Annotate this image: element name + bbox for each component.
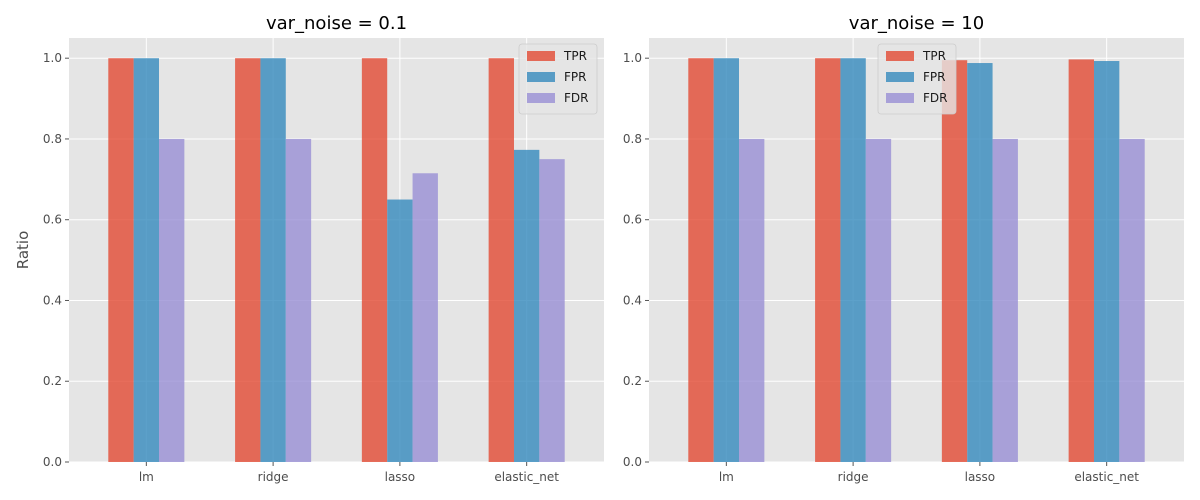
chart-title: var_noise = 10 — [849, 13, 984, 34]
chart-panel-var-noise-0-1: 0.0 0.2 0.4 0.6 0.8 1.0 lm ridge lasso elastic_ne… — [14, 13, 604, 484]
bar-fpr-lm — [133, 58, 160, 462]
legend-swatch-fdr — [886, 93, 914, 103]
y-tick-label: 0.8 — [623, 132, 642, 146]
legend: TPR FPR FDR — [877, 43, 957, 115]
chart-panel-var-noise-10: 0.0 0.2 0.4 0.6 0.8 1.0 lm ridge lasso elastic_ne… — [623, 13, 1184, 484]
legend-label-tpr: TPR — [563, 49, 587, 63]
y-tick-label: 0.6 — [623, 213, 642, 227]
bar-fdr-lm — [739, 138, 765, 462]
y-tick-label: 1.0 — [623, 51, 642, 65]
bar-fdr-lm — [159, 138, 185, 462]
y-tick-label: 0.2 — [43, 374, 62, 388]
x-tick-label-lm: lm — [719, 470, 734, 484]
y-tick-label: 0.0 — [623, 455, 642, 469]
y-tick-label: 0.2 — [623, 374, 642, 388]
bar-fdr-ridge — [865, 138, 892, 462]
legend-swatch-fpr — [886, 72, 914, 82]
bar-tpr-elastic-net — [488, 58, 514, 462]
bar-tpr-elastic-net — [1068, 59, 1094, 462]
bar-fdr-lasso — [992, 138, 1018, 462]
y-tick-label: 0.8 — [43, 132, 62, 146]
bar-tpr-lm — [688, 58, 714, 462]
bar-fpr-ridge — [840, 58, 866, 462]
bar-fpr-lasso — [967, 63, 993, 462]
chart-title: var_noise = 0.1 — [266, 13, 407, 34]
y-tick-label: 0.0 — [43, 455, 62, 469]
bar-tpr-lm — [108, 58, 134, 462]
bar-fpr-ridge — [260, 58, 286, 462]
x-tick-label-elastic-net: elastic_net — [494, 470, 559, 484]
x-tick-label-lasso: lasso — [965, 470, 996, 484]
y-tick-label: 0.6 — [43, 213, 62, 227]
bar-tpr-lasso — [941, 60, 968, 462]
bar-fdr-elastic-net — [539, 159, 565, 462]
legend-swatch-tpr — [527, 51, 555, 61]
legend: TPR FPR FDR — [518, 43, 598, 115]
x-tick-label-elastic-net: elastic_net — [1074, 470, 1139, 484]
bar-fpr-elastic-net — [513, 149, 540, 463]
legend-swatch-fdr — [527, 93, 555, 103]
legend-swatch-tpr — [886, 51, 914, 61]
bar-tpr-lasso — [361, 58, 388, 462]
y-tick-label: 0.4 — [43, 293, 62, 307]
y-tick-label: 1.0 — [43, 51, 62, 65]
legend-label-tpr: TPR — [922, 49, 946, 63]
legend-label-fdr: FDR — [923, 91, 947, 105]
y-tick-label: 0.4 — [623, 293, 642, 307]
y-axis-label: Ratio — [14, 231, 32, 270]
x-tick-label-lm: lm — [139, 470, 154, 484]
bar-fdr-ridge — [285, 138, 312, 462]
legend-swatch-fpr — [527, 72, 555, 82]
bar-fdr-elastic-net — [1119, 138, 1145, 462]
legend-label-fdr: FDR — [564, 91, 588, 105]
bar-tpr-ridge — [815, 58, 841, 462]
x-tick-label-ridge: ridge — [258, 470, 289, 484]
legend-label-fpr: FPR — [923, 70, 945, 84]
x-tick-label-ridge: ridge — [838, 470, 869, 484]
x-tick-label-lasso: lasso — [385, 470, 416, 484]
bar-fpr-lasso — [387, 199, 413, 462]
legend-label-fpr: FPR — [564, 70, 586, 84]
bar-fpr-lm — [713, 58, 740, 462]
bar-fdr-lasso — [412, 173, 438, 462]
bar-fpr-elastic-net — [1093, 61, 1120, 462]
bar-tpr-ridge — [235, 58, 261, 462]
